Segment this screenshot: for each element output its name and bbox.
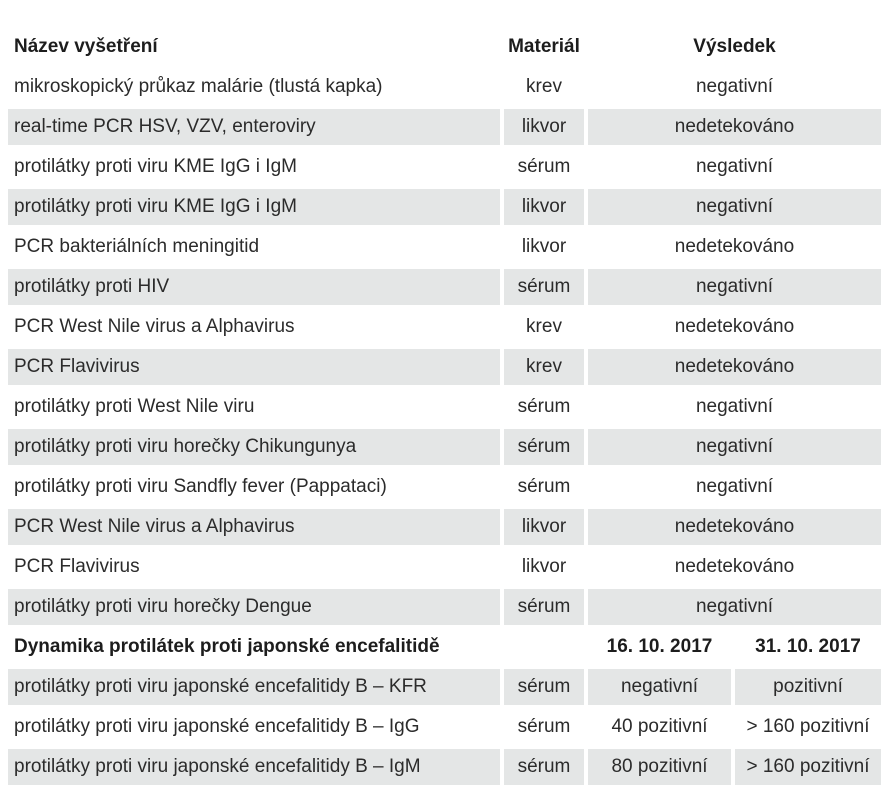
result: nedetekováno — [674, 236, 795, 257]
material: likvor — [504, 509, 584, 545]
result-date-1: 40 pozitivní — [611, 716, 708, 737]
table-row: protilátky proti viru Sandfly fever (Pap… — [8, 467, 881, 507]
test-name: protilátky proti viru japonské encefalit… — [8, 669, 500, 705]
date-1: 16. 10. 2017 — [606, 636, 713, 657]
result: nedetekováno — [588, 109, 881, 145]
result-date-1: negativní — [588, 669, 731, 705]
material: likvor — [521, 556, 567, 577]
test-name: protilátky proti viru Sandfly fever (Pap… — [14, 476, 387, 497]
table-row: protilátky proti viru japonské encefalit… — [8, 707, 881, 747]
table-row: protilátky proti viru horečky Dengue sér… — [8, 587, 881, 627]
table-row: protilátky proti viru japonské encefalit… — [8, 747, 881, 787]
results-table: Název vyšetření Materiál Výsledek mikros… — [8, 27, 881, 787]
result: negativní — [588, 189, 881, 225]
table-row: protilátky proti viru horečky Chikunguny… — [8, 427, 881, 467]
dynamics-header: Dynamika protilátek proti japonské encef… — [8, 627, 881, 667]
table-header: Název vyšetření Materiál Výsledek — [8, 27, 881, 67]
test-name: PCR bakteriálních meningitid — [14, 236, 260, 257]
result: negativní — [695, 476, 774, 497]
test-name: protilátky proti viru KME IgG i IgM — [14, 156, 297, 177]
result: negativní — [695, 76, 774, 97]
result-date-2: > 160 pozitivní — [746, 716, 870, 737]
material: krev — [526, 76, 562, 97]
table-row: protilátky proti West Nile viru sérum ne… — [8, 387, 881, 427]
material: sérum — [517, 476, 571, 497]
material: sérum — [504, 749, 584, 785]
header-name: Název vyšetření — [14, 36, 158, 57]
material: sérum — [504, 589, 584, 625]
test-name: mikroskopický průkaz malárie (tlustá kap… — [14, 76, 383, 97]
test-name: protilátky proti HIV — [8, 269, 500, 305]
header-result: Výsledek — [693, 36, 776, 57]
dynamics-title: Dynamika protilátek proti japonské encef… — [14, 636, 440, 657]
result: negativní — [588, 269, 881, 305]
result: nedetekováno — [674, 316, 795, 337]
test-name: protilátky proti viru japonské encefalit… — [14, 716, 420, 737]
table-row: protilátky proti viru KME IgG i IgM séru… — [8, 147, 881, 187]
table-row: PCR bakteriálních meningitid likvor nede… — [8, 227, 881, 267]
result: nedetekováno — [588, 349, 881, 385]
material: sérum — [504, 269, 584, 305]
test-name: protilátky proti West Nile viru — [14, 396, 255, 417]
test-name: protilátky proti viru KME IgG i IgM — [8, 189, 500, 225]
table-row: PCR Flavivirus likvor nedetekováno — [8, 547, 881, 587]
test-name: protilátky proti viru japonské encefalit… — [8, 749, 500, 785]
material: likvor — [504, 109, 584, 145]
result-date-1: 80 pozitivní — [588, 749, 731, 785]
result: negativní — [695, 396, 774, 417]
test-name: protilátky proti viru horečky Dengue — [8, 589, 500, 625]
table-row: PCR West Nile virus a Alphavirus likvor … — [8, 507, 881, 547]
table-row: protilátky proti viru japonské encefalit… — [8, 667, 881, 707]
result: negativní — [588, 589, 881, 625]
result: nedetekováno — [674, 556, 795, 577]
test-name: PCR Flavivirus — [14, 556, 140, 577]
material: sérum — [517, 156, 571, 177]
test-name: real-time PCR HSV, VZV, enteroviry — [8, 109, 500, 145]
table-row: PCR Flavivirus krev nedetekováno — [8, 347, 881, 387]
table-row: protilátky proti HIV sérum negativní — [8, 267, 881, 307]
material: krev — [526, 316, 562, 337]
material: sérum — [517, 716, 571, 737]
material: likvor — [521, 236, 567, 257]
test-name: PCR Flavivirus — [8, 349, 500, 385]
result: negativní — [588, 429, 881, 465]
table-row: real-time PCR HSV, VZV, enteroviry likvo… — [8, 107, 881, 147]
result: nedetekováno — [588, 509, 881, 545]
test-name: protilátky proti viru horečky Chikunguny… — [8, 429, 500, 465]
test-name: PCR West Nile virus a Alphavirus — [14, 316, 295, 337]
table-row: PCR West Nile virus a Alphavirus krev ne… — [8, 307, 881, 347]
material: sérum — [504, 429, 584, 465]
material: sérum — [517, 396, 571, 417]
table-row: protilátky proti viru KME IgG i IgM likv… — [8, 187, 881, 227]
test-name: PCR West Nile virus a Alphavirus — [8, 509, 500, 545]
material: likvor — [504, 189, 584, 225]
result-date-2: > 160 pozitivní — [735, 749, 881, 785]
table-row: mikroskopický průkaz malárie (tlustá kap… — [8, 67, 881, 107]
result-date-2: pozitivní — [735, 669, 881, 705]
material: sérum — [504, 669, 584, 705]
material: krev — [504, 349, 584, 385]
result: negativní — [695, 156, 774, 177]
date-2: 31. 10. 2017 — [755, 636, 861, 657]
header-material: Materiál — [508, 36, 580, 57]
